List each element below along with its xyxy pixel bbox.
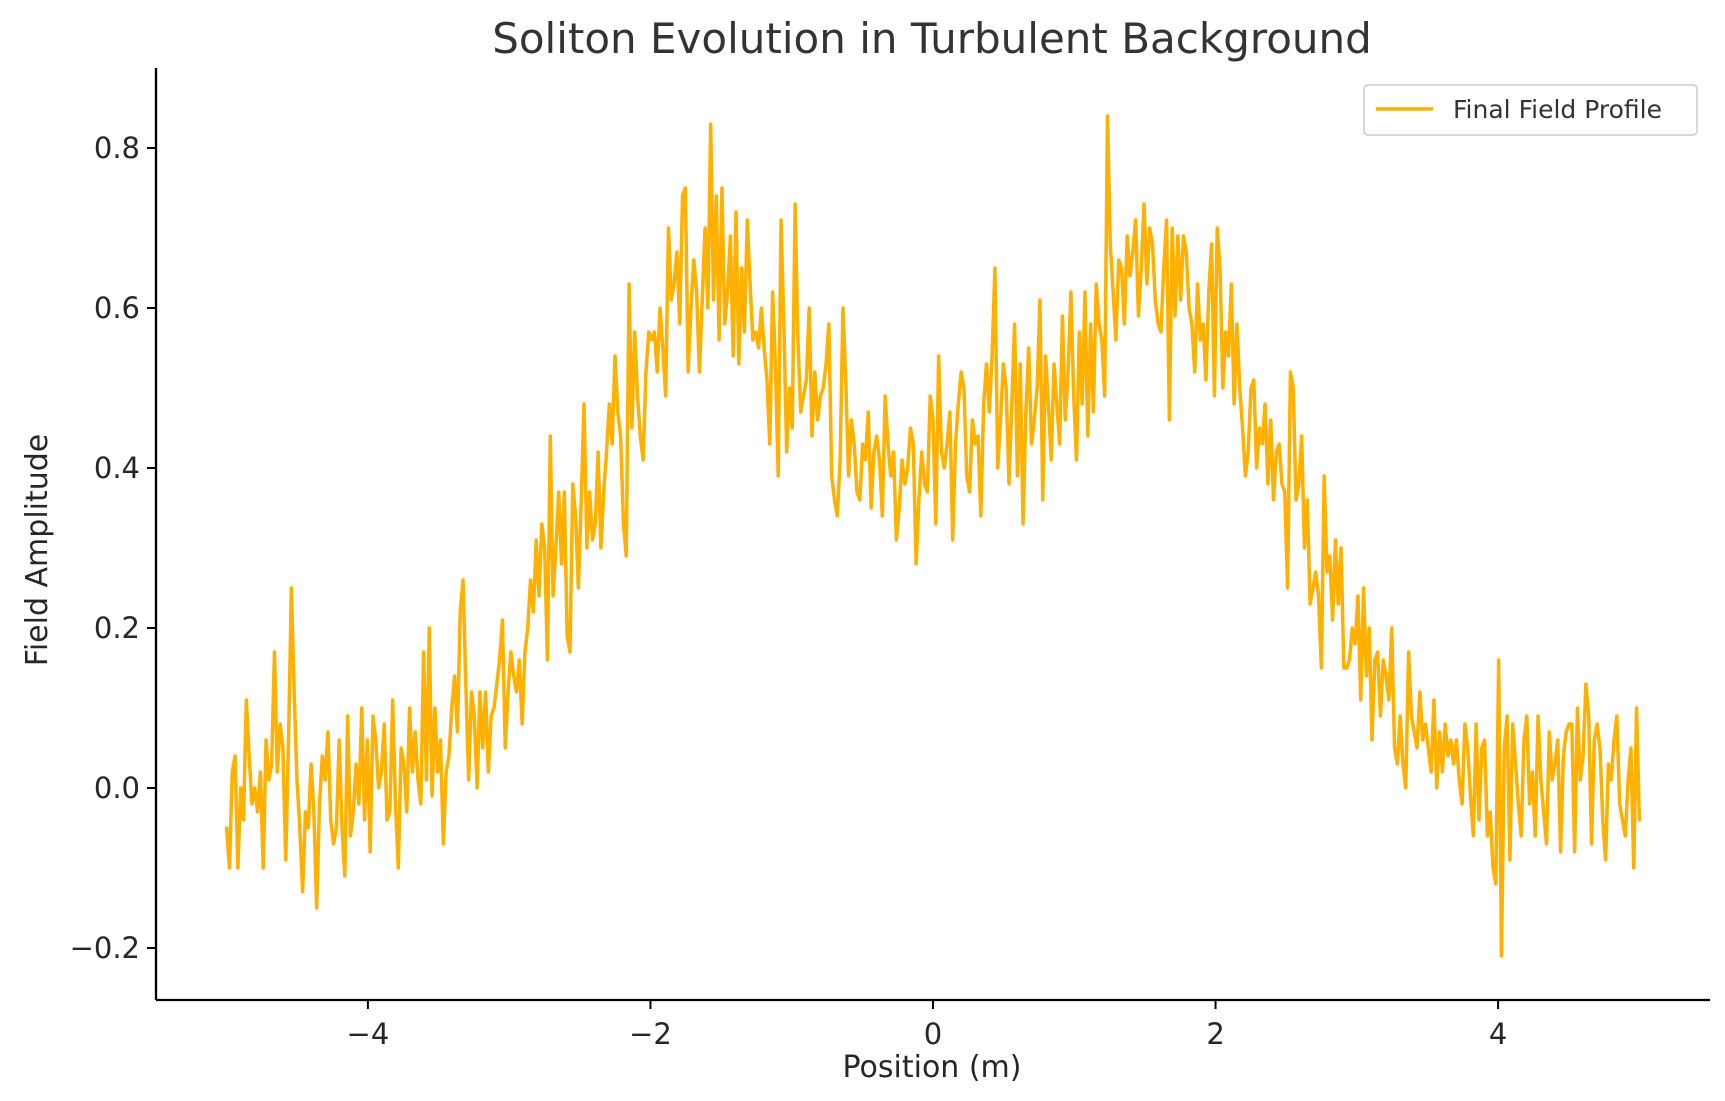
- y-tick-label: 0.2: [94, 611, 140, 645]
- legend: Final Field Profile: [1363, 84, 1698, 136]
- y-tick-label: 0.4: [94, 451, 140, 485]
- x-tick-label: −4: [347, 1017, 390, 1051]
- y-ticks: −0.2 0.0 0.2 0.4 0.6 0.8: [70, 131, 156, 965]
- y-axis-label: Field Amplitude: [20, 434, 55, 667]
- y-tick-label: −0.2: [70, 931, 140, 965]
- y-tick-label: 0.6: [94, 291, 140, 325]
- x-axis-label: Position (m): [843, 1050, 1022, 1085]
- series-line: [224, 114, 1642, 958]
- legend-label: Final Field Profile: [1453, 95, 1662, 124]
- x-tick-label: 4: [1489, 1017, 1507, 1051]
- y-tick-label: 0.0: [94, 771, 140, 805]
- x-tick-label: −2: [629, 1017, 672, 1051]
- x-tick-label: 2: [1206, 1017, 1224, 1051]
- chart-title: Soliton Evolution in Turbulent Backgroun…: [492, 14, 1372, 63]
- x-tick-label: 0: [924, 1017, 942, 1051]
- y-tick-label: 0.8: [94, 131, 140, 165]
- series-layer: [224, 114, 1642, 958]
- legend-frame: [1363, 84, 1698, 136]
- x-ticks: −4 −2 0 2 4: [347, 1000, 1507, 1051]
